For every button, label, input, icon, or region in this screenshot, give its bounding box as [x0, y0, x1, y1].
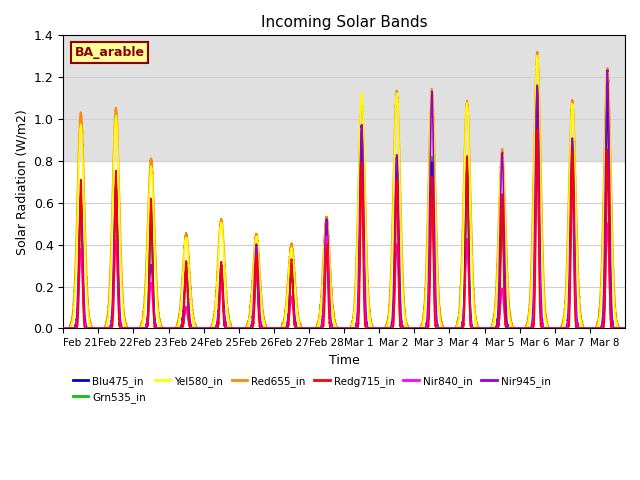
Y-axis label: Solar Radiation (W/m2): Solar Radiation (W/m2) [15, 109, 28, 255]
Legend: Blu475_in, Grn535_in, Yel580_in, Red655_in, Redg715_in, Nir840_in, Nir945_in: Blu475_in, Grn535_in, Yel580_in, Red655_… [68, 372, 555, 407]
Title: Incoming Solar Bands: Incoming Solar Bands [261, 15, 428, 30]
Text: BA_arable: BA_arable [74, 46, 145, 59]
X-axis label: Time: Time [329, 354, 360, 367]
Bar [63, 36, 625, 161]
